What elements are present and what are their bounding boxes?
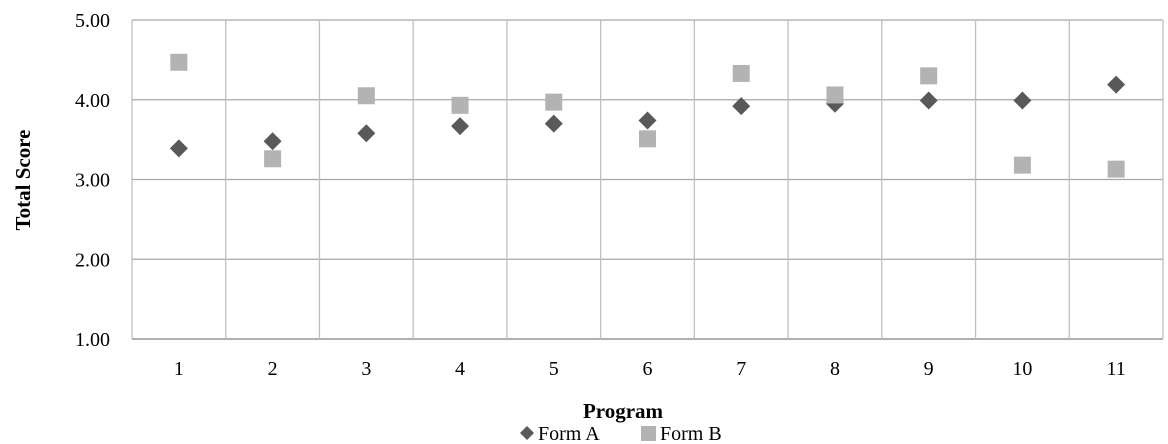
data-point-form-a [544,114,563,133]
data-point-form-b [1013,156,1031,174]
x-tick-label: 5 [549,358,559,380]
legend-label-form-b: Form B [660,423,722,444]
x-tick-label: 10 [1012,358,1032,380]
y-axis-title: Total Score [11,130,35,231]
data-point-form-b [451,96,469,114]
data-point-form-b [826,86,844,104]
data-point-form-a [1107,75,1126,94]
y-tick-labels: 1.00 2.00 3.00 4.00 5.00 [75,10,110,351]
data-point-form-a [357,124,376,143]
x-axis-title: Program [583,399,664,423]
data-point-form-a [919,91,938,110]
data-point-form-a [1013,91,1032,110]
data-point-form-a [169,139,188,158]
y-tick-label: 2.00 [75,249,110,271]
y-tick-label: 1.00 [75,329,110,351]
data-point-form-b [639,130,656,148]
x-tick-label: 3 [361,358,371,380]
y-tick-label: 5.00 [75,10,110,32]
data-point-form-b [732,64,750,82]
data-point-form-b [1107,160,1125,178]
data-point-form-a [638,111,657,130]
legend-marker-form-b [641,426,656,441]
data-point-form-a [263,132,282,151]
data-point-form-b [357,87,375,105]
legend-marker-form-a [520,426,534,440]
data-point-form-a [732,97,751,116]
series-form-a [169,75,1126,158]
legend-label-form-a: Form A [538,423,600,444]
x-tick-label: 6 [643,358,653,380]
legend-item-form-b: Form B [641,423,722,444]
x-tick-label: 11 [1107,358,1126,380]
x-tick-labels: 1 2 3 4 5 6 7 8 9 10 11 [174,358,1126,380]
data-point-form-b [545,93,563,111]
x-tick-label: 7 [736,358,746,380]
x-tick-label: 8 [830,358,840,380]
data-series [169,53,1126,178]
data-point-form-b [920,67,938,85]
legend-item-form-a: Form A [520,423,600,444]
x-tick-label: 1 [174,358,184,380]
data-point-form-a [451,117,470,136]
y-tick-label: 4.00 [75,90,110,112]
data-point-form-b [170,53,188,71]
x-tick-label: 4 [455,358,465,380]
x-tick-label: 9 [924,358,934,380]
data-point-form-b [264,150,282,168]
legend: Form A Form B [520,423,722,444]
y-tick-label: 3.00 [75,170,110,192]
grid-lines [131,19,1164,340]
x-tick-label: 2 [268,358,278,380]
series-form-b [170,53,1125,178]
